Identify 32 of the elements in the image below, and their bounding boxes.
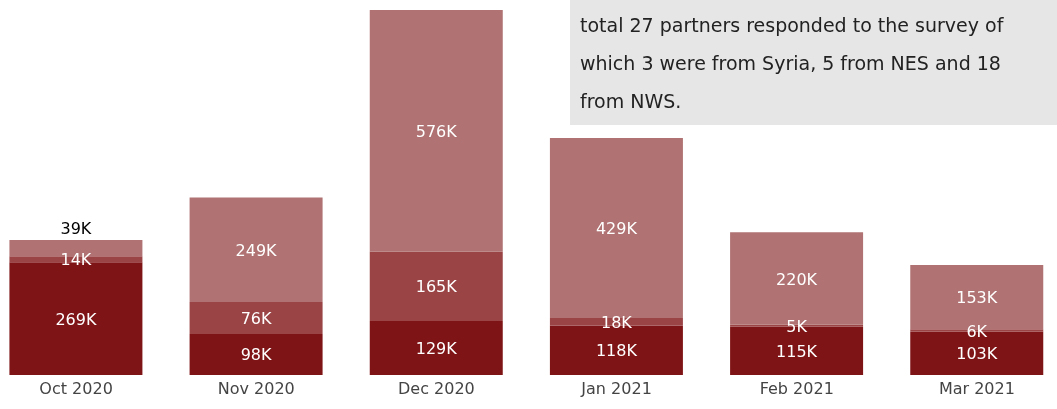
data-label: 18K	[600, 312, 633, 332]
x-tick-label: Feb 2021	[759, 379, 834, 399]
data-label: 129K	[415, 338, 458, 358]
note-box: total 27 partners responded to the survey of which 3 were from Syria, 5 from NES and 18 from NWS.	[570, 0, 1057, 125]
data-label: 153K	[956, 288, 998, 308]
data-label: 269K	[55, 309, 97, 329]
data-label: 98K	[240, 345, 273, 365]
bar	[549, 137, 683, 318]
x-tick-label: Dec 2020	[398, 379, 475, 399]
x-tick-label: Mar 2021	[938, 379, 1015, 399]
bar	[369, 10, 503, 252]
data-label: 220K	[776, 269, 818, 289]
bar	[369, 320, 503, 375]
data-label: 249K	[235, 240, 278, 260]
data-label: 14K	[60, 250, 92, 270]
data-label: 576K	[415, 121, 458, 141]
data-label: 165K	[415, 277, 458, 297]
data-label: 103K	[956, 344, 998, 364]
x-tick-label: Nov 2020	[217, 379, 295, 399]
data-label: 6K	[966, 321, 988, 341]
x-tick-label: Oct 2020	[39, 379, 113, 399]
bar	[189, 302, 323, 334]
data-label: 115K	[776, 341, 818, 361]
data-label: 5K	[786, 316, 808, 336]
bar	[189, 197, 323, 302]
data-label: 429K	[595, 218, 638, 238]
x-tick-label: Jan 2021	[580, 379, 652, 399]
data-label: 76K	[240, 308, 273, 328]
bar	[189, 333, 323, 375]
data-label: 39K	[60, 218, 92, 238]
data-label: 118K	[595, 341, 638, 361]
bar	[369, 251, 503, 321]
